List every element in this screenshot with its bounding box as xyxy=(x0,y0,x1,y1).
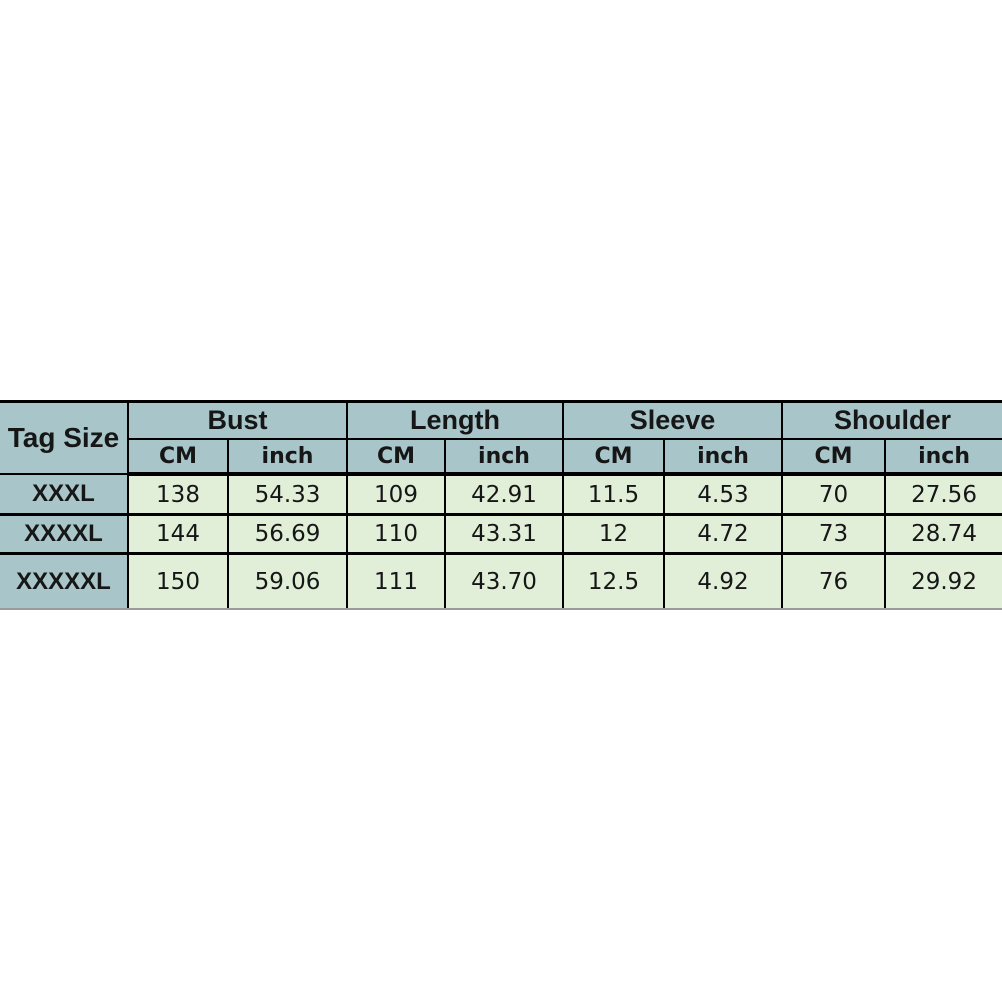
group-header-sleeve: Sleeve xyxy=(562,400,784,440)
header-unit-row: CM inch CM inch CM inch CM inch xyxy=(0,439,1002,476)
group-header-shoulder: Shoulder xyxy=(781,400,1002,440)
cell-xxxl-sleeve-inch: 4.53 xyxy=(663,474,784,516)
cell-xxxxxl-sleeve-cm: 12.5 xyxy=(562,553,666,610)
unit-header-sleeve-inch: inch xyxy=(663,439,784,476)
unit-header-bust-inch: inch xyxy=(227,439,348,476)
unit-header-sleeve-cm: CM xyxy=(562,439,666,476)
cell-xxxl-length-cm: 109 xyxy=(346,474,446,516)
cell-xxxxl-length-cm: 110 xyxy=(346,514,446,555)
cell-xxxxxl-bust-inch: 59.06 xyxy=(227,553,348,610)
cell-xxxl-shoulder-inch: 27.56 xyxy=(884,474,1002,516)
cell-xxxxl-bust-inch: 56.69 xyxy=(227,514,348,555)
cell-xxxxl-shoulder-inch: 28.74 xyxy=(884,514,1002,555)
cell-xxxl-bust-cm: 138 xyxy=(127,474,229,516)
unit-header-length-inch: inch xyxy=(443,439,565,476)
cell-xxxxxl-length-inch: 43.70 xyxy=(443,553,565,610)
cell-xxxxl-sleeve-cm: 12 xyxy=(562,514,666,555)
unit-header-bust-cm: CM xyxy=(128,439,229,476)
cell-xxxxl-bust-cm: 144 xyxy=(127,514,229,555)
cell-xxxxl-shoulder-cm: 73 xyxy=(781,514,887,555)
corner-header-tag-size: Tag Size xyxy=(0,400,129,475)
size-label-xxxxxl: XXXXXL xyxy=(0,553,129,610)
table-row-xxxxl: XXXXL 144 56.69 110 43.31 12 4.72 73 28.… xyxy=(0,514,1002,555)
unit-header-length-cm: CM xyxy=(346,439,446,476)
size-chart-table: Tag Size Bust Length Sleeve Shoulder CM … xyxy=(0,400,1002,610)
size-label-xxxxl: XXXXL xyxy=(0,514,129,555)
size-label-xxxl: XXXL xyxy=(0,474,129,516)
unit-header-shoulder-cm: CM xyxy=(781,439,887,476)
cell-xxxxxl-bust-cm: 150 xyxy=(127,553,229,610)
cell-xxxl-shoulder-cm: 70 xyxy=(781,474,887,516)
cell-xxxxxl-shoulder-inch: 29.92 xyxy=(884,553,1002,610)
group-header-length: Length xyxy=(345,400,565,440)
cell-xxxl-bust-inch: 54.33 xyxy=(227,474,348,516)
header-group-row: Tag Size Bust Length Sleeve Shoulder xyxy=(0,400,1002,475)
group-header-bust: Bust xyxy=(127,400,348,440)
cell-xxxl-length-inch: 42.91 xyxy=(443,474,565,516)
unit-header-shoulder-inch: inch xyxy=(884,439,1002,476)
cell-xxxxxl-shoulder-cm: 76 xyxy=(781,553,887,610)
cell-xxxxxl-length-cm: 111 xyxy=(346,553,446,610)
cell-xxxxl-length-inch: 43.31 xyxy=(443,514,565,555)
table-row-xxxxxl: XXXXXL 150 59.06 111 43.70 12.5 4.92 76 … xyxy=(0,553,1002,610)
cell-xxxxl-sleeve-inch: 4.72 xyxy=(663,514,784,555)
cell-xxxl-sleeve-cm: 11.5 xyxy=(562,474,666,516)
table-row-xxxl: XXXL 138 54.33 109 42.91 11.5 4.53 70 27… xyxy=(0,474,1002,516)
cell-xxxxxl-sleeve-inch: 4.92 xyxy=(663,553,784,610)
